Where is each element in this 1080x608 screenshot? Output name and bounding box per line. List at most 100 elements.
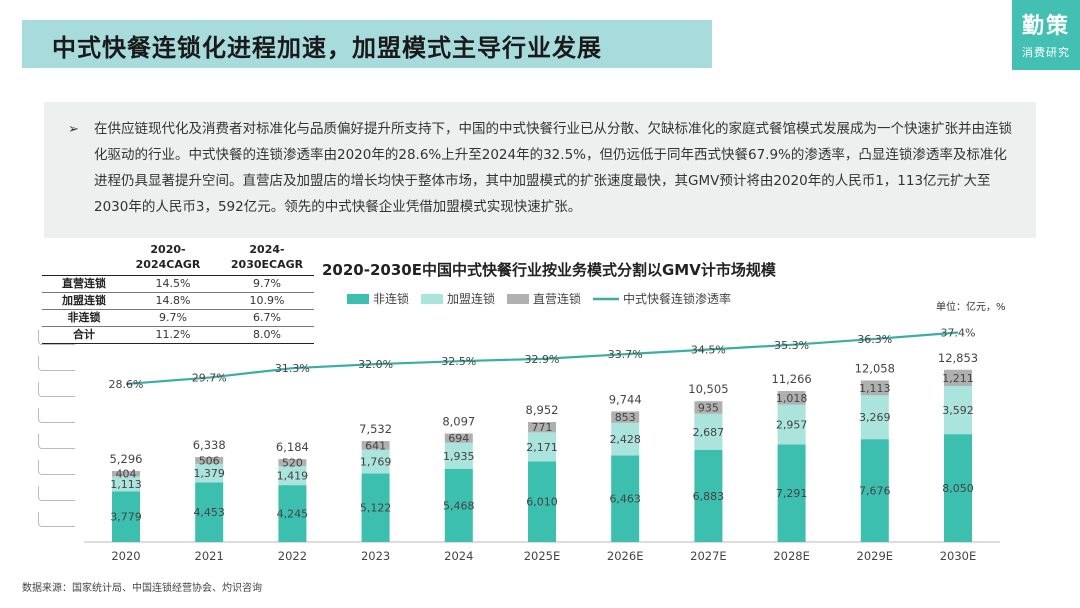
line-value-label: 37.4% — [941, 327, 976, 340]
legend-swatch-2 — [507, 294, 529, 304]
bar-segment — [944, 434, 972, 542]
cagr-header-2: 2024- 2030ECAGR — [222, 242, 312, 272]
cagr-value: 11.2% — [126, 326, 220, 344]
bar-total-label: 6,184 — [276, 440, 309, 454]
bar-segment — [444, 442, 473, 469]
bar-value-label: 1,113 — [110, 478, 142, 491]
bar-value-label: 2,687 — [693, 426, 725, 439]
bar-value-label: 3,592 — [942, 404, 974, 417]
bar-segment — [444, 433, 473, 443]
cagr-row: 加盟连锁 14.8% 10.9% — [42, 292, 314, 310]
source-note: 数据来源：国家统计局、中国连锁经营协会、灼识咨询 — [22, 583, 262, 594]
bar-value-label: 1,379 — [193, 467, 225, 480]
hook-decoration — [38, 460, 75, 475]
x-tick-label: 2025E — [524, 549, 561, 563]
bar-value-label: 935 — [698, 401, 719, 414]
bar-segment — [112, 491, 140, 542]
hook-decoration — [38, 434, 75, 449]
bar-value-label: 8,050 — [942, 482, 974, 495]
bar-value-label: 641 — [365, 439, 386, 452]
bar-segment — [195, 482, 224, 542]
logo-sub-text: 消费研究 — [1022, 46, 1070, 59]
cagr-row: 直营连锁 14.5% 9.7% — [42, 275, 314, 293]
bar-total-label: 12,853 — [938, 351, 978, 365]
line-value-label: 34.5% — [691, 343, 726, 356]
bar-segment — [361, 449, 390, 474]
bar-value-label: 6,883 — [693, 490, 725, 503]
bar-value-label: 1,419 — [277, 470, 309, 483]
cagr-value: 14.5% — [126, 275, 220, 293]
bullet-arrow-icon: ➢ — [68, 122, 79, 137]
cagr-value: 10.9% — [220, 292, 314, 310]
cagr-header-1: 2020- 2024CAGR — [128, 242, 208, 272]
bar-segment — [278, 485, 307, 542]
cagr-row-label: 非连锁 — [42, 309, 126, 327]
bar-total-label: 11,266 — [771, 372, 811, 386]
bar-value-label: 7,676 — [859, 485, 891, 498]
legend-label-0: 非连锁 — [373, 291, 409, 306]
legend-label-2: 直营连锁 — [533, 291, 581, 306]
bar-value-label: 1,769 — [360, 456, 392, 469]
decorative-hooks — [38, 330, 78, 550]
hook-decoration — [38, 356, 75, 371]
hook-decoration — [38, 512, 75, 527]
bar-value-label: 3,269 — [859, 411, 891, 424]
logo-main-text: 勤策 — [1021, 14, 1070, 39]
bar-segment — [611, 411, 640, 423]
legend-label-3: 中式快餐连锁渗透率 — [623, 291, 731, 306]
bar-segment — [528, 461, 556, 542]
hook-decoration — [38, 330, 75, 345]
bar-segment — [694, 449, 723, 542]
bar-value-label: 4,245 — [277, 508, 309, 521]
bar-segment — [944, 385, 972, 435]
summary-text: 在供应链现代化及消费者对标准化与品质偏好提升所支持下，中国的中式快餐行业已从分散… — [94, 121, 1012, 215]
bar-value-label: 3,779 — [110, 511, 142, 524]
bar-segment — [444, 468, 473, 542]
bar-value-label: 4,453 — [193, 506, 225, 519]
cagr-row: 非连锁 9.7% 6.7% — [42, 309, 314, 327]
bar-segment — [694, 413, 723, 450]
bar-value-label: 694 — [448, 432, 469, 445]
brand-logo: 勤策 消费研究 — [1012, 0, 1080, 70]
cagr-table: 直营连锁 14.5% 9.7% 加盟连锁 14.8% 10.9% 非连锁 9.7… — [42, 275, 314, 344]
cagr-row-label: 直营连锁 — [42, 275, 126, 293]
bar-value-label: 1,211 — [942, 372, 974, 385]
cagr-row-label: 加盟连锁 — [42, 292, 126, 310]
line-value-label: 32.5% — [441, 355, 476, 368]
bar-segment — [195, 463, 224, 483]
bar-segment — [528, 432, 556, 462]
line-value-label: 35.3% — [774, 339, 809, 352]
cagr-value: 9.7% — [220, 275, 314, 293]
bar-total-label: 7,532 — [359, 422, 392, 436]
bar-segment — [694, 401, 723, 414]
x-tick-label: 2028E — [773, 549, 810, 563]
bar-value-label: 771 — [532, 421, 553, 434]
bar-segment — [944, 369, 972, 386]
line-value-label: 28.6% — [109, 378, 144, 391]
bar-value-label: 5,468 — [443, 499, 475, 512]
bar-value-label: 506 — [199, 454, 220, 467]
bar-segment — [361, 473, 390, 542]
bar-total-label: 12,058 — [855, 361, 895, 375]
legend-swatch-1 — [421, 294, 443, 304]
hook-decoration — [38, 408, 75, 423]
x-tick-label: 2021 — [195, 549, 224, 563]
bar-total-label: 10,505 — [688, 382, 728, 396]
bar-value-label: 520 — [282, 457, 303, 470]
bar-segment — [361, 441, 390, 450]
bar-value-label: 1,018 — [776, 392, 808, 405]
x-tick-label: 2023 — [361, 549, 390, 563]
cagr-header-2-line2: 2030ECAGR — [230, 258, 304, 271]
page-title: 中式快餐连锁化进程加速，加盟模式主导行业发展 — [52, 34, 602, 62]
line-value-label: 29.7% — [192, 372, 227, 385]
x-tick-label: 2022 — [278, 549, 307, 563]
cagr-header-1-line1: 2020- — [150, 243, 186, 256]
bar-segment — [860, 439, 889, 542]
cagr-header-1-line2: 2024CAGR — [135, 258, 201, 271]
x-tick-label: 2030E — [940, 549, 977, 563]
bar-value-label: 1,935 — [443, 450, 475, 463]
bar-value-label: 6,463 — [609, 493, 641, 506]
bar-value-label: 1,113 — [859, 382, 891, 395]
bar-value-label: 5,122 — [360, 502, 392, 515]
